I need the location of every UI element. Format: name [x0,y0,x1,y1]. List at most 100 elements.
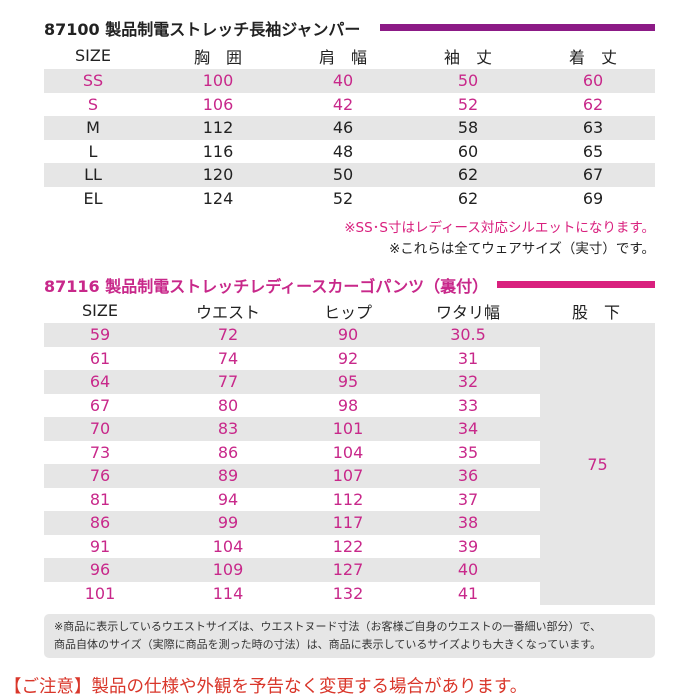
table-row: 73 86 104 35 [44,441,540,465]
table-cell: 62 [457,165,479,185]
waist-note-box: ※商品に表示しているウエストサイズは、ウエストヌード寸法（お客様ご自身のウエスト… [44,614,655,658]
table-cell: 112 [332,489,364,509]
table-row: M 112 46 58 63 [44,116,655,140]
table-cell: 52 [457,94,479,114]
table-cell: 40 [332,71,354,91]
table-cell: 58 [457,118,479,138]
table-cell: 99 [217,513,239,533]
table-cell: 116 [202,141,234,161]
jacket-note-ladies: ※SS･S寸はレディース対応シルエットになります。 [344,220,655,236]
table-body: 59 72 90 30.5 61 74 92 31 64 77 95 32 67 80 98 33 70 83 10… [44,323,655,605]
table-row: 101 114 132 41 [44,582,540,606]
table-cell: 127 [332,560,364,580]
header-cell: 股 下 [571,302,621,322]
header-cell: 肩 幅 [318,47,368,67]
table-cell: 39 [457,536,479,556]
table-cell: 72 [217,325,239,345]
table-cell: 76 [89,466,111,486]
table-cell: 37 [457,489,479,509]
table-row: LL 120 50 62 67 [44,163,655,187]
table-row: 81 94 112 37 [44,488,540,512]
table-header: SIZE 胸 囲 肩 幅 袖 丈 着 丈 [44,42,655,69]
inseam-cell: 75 [540,323,655,605]
table-row: 64 77 95 32 [44,370,540,394]
table-row: 70 83 101 34 [44,417,540,441]
table-cell: 124 [202,188,234,208]
table-cell: 64 [89,372,111,392]
header-cell: ウエスト [195,302,261,322]
table-cell: 100 [202,71,234,91]
waist-note-line1: ※商品に表示しているウエストサイズは、ウエストヌード寸法（お客様ご自身のウエスト… [54,620,602,633]
table-cell: 61 [89,348,111,368]
table-cell: 83 [217,419,239,439]
table-cell: EL [83,188,103,208]
table-cell: 98 [337,395,359,415]
caution-footer: 【ご注意】製品の仕様や外観を予告なく変更する場合があります。 [4,677,528,697]
table-cell: 86 [89,513,111,533]
table-cell: 94 [217,489,239,509]
table-cell: LL [84,165,102,185]
pants-title-bar [497,281,655,288]
table-cell: 69 [582,188,604,208]
table-cell: 41 [457,583,479,603]
table-cell: 46 [332,118,354,138]
table-row: 96 109 127 40 [44,558,540,582]
table-cell: 50 [457,71,479,91]
table-row: L 116 48 60 65 [44,140,655,164]
table-cell: 62 [582,94,604,114]
table-cell: 59 [89,325,111,345]
table-cell: 101 [84,583,116,603]
table-cell: 48 [332,141,354,161]
table-cell: SS [82,71,104,91]
table-cell: 109 [212,560,244,580]
table-row: 76 89 107 36 [44,464,540,488]
jacket-title-bar [380,24,655,31]
table-cell: 101 [332,419,364,439]
table-cell: 67 [582,165,604,185]
table-cell: 62 [457,188,479,208]
table-cell: 35 [457,442,479,462]
header-cell: 着 丈 [568,47,618,67]
table-cell: 89 [217,466,239,486]
table-cell: 112 [202,118,234,138]
table-row: S 106 42 52 62 [44,93,655,117]
table-cell: 33 [457,395,479,415]
header-cell: SIZE [75,46,111,65]
table-header: SIZE ウエスト ヒップ ワタリ幅 股 下 [44,298,655,323]
pants-size-table: SIZE ウエスト ヒップ ワタリ幅 股 下 59 72 90 30.5 61 74 92 31 64 77… [44,298,655,605]
table-row: 67 80 98 33 [44,394,540,418]
table-cell: 65 [582,141,604,161]
table-cell: 107 [332,466,364,486]
table-cell: 114 [212,583,244,603]
table-cell: 70 [89,419,111,439]
table-cell: 91 [89,536,111,556]
table-cell: 31 [457,348,479,368]
table-row: SS 100 40 50 60 [44,69,655,93]
header-cell: ヒップ [323,302,373,322]
table-cell: S [87,94,99,114]
table-cell: 34 [457,419,479,439]
table-cell: 60 [457,141,479,161]
table-cell: 30.5 [450,325,486,345]
table-cell: 90 [337,325,359,345]
table-cell: 86 [217,442,239,462]
table-cell: 60 [582,71,604,91]
table-cell: 122 [332,536,364,556]
table-cell: L [88,141,98,161]
table-cell: 117 [332,513,364,533]
table-cell: 40 [457,560,479,580]
jacket-size-table: SIZE 胸 囲 肩 幅 袖 丈 着 丈 SS 100 40 50 60 S 106 42 52 62 M 11… [44,42,655,210]
pants-title: 87116 製品制電ストレッチレディースカーゴパンツ（裏付） [44,277,489,296]
table-cell: 132 [332,583,364,603]
table-cell: 50 [332,165,354,185]
waist-note-line2: 商品自体のサイズ（実際に商品を測った時の寸法）は、商品に表示しているサイズよりも… [54,638,602,651]
table-row: 59 72 90 30.5 [44,323,540,347]
table-cell: 67 [89,395,111,415]
table-cell: 80 [217,395,239,415]
header-cell: ワタリ幅 [435,302,501,322]
header-cell: 胸 囲 [193,47,243,67]
table-cell: 77 [217,372,239,392]
table-row: 91 104 122 39 [44,535,540,559]
table-cell: 52 [332,188,354,208]
table-cell: 38 [457,513,479,533]
